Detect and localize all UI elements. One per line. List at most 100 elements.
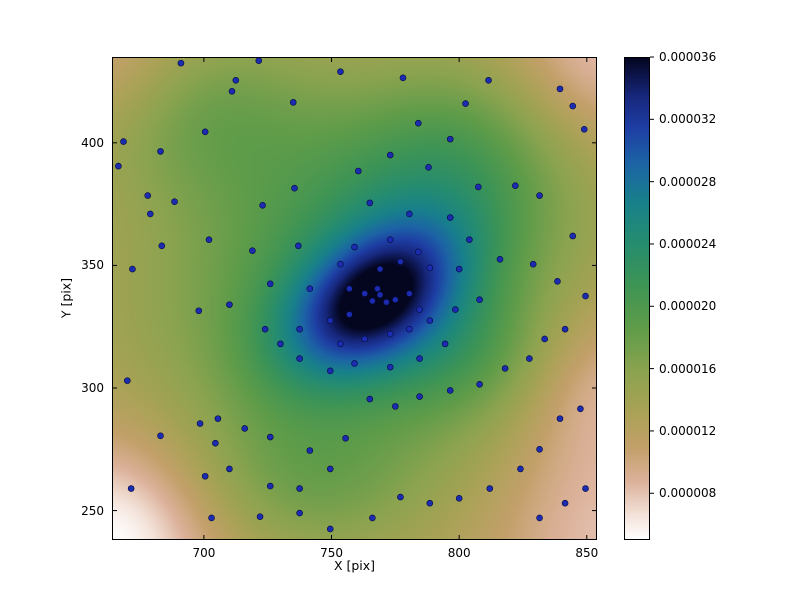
- scatter-point: [476, 296, 483, 304]
- scatter-point: [157, 148, 164, 155]
- scatter-point: [512, 182, 519, 190]
- scatter-point: [577, 405, 584, 413]
- scatter-point: [536, 192, 543, 199]
- scatter-point: [337, 340, 344, 348]
- scatter-point: [383, 298, 390, 306]
- scatter-point: [326, 317, 334, 324]
- scatter-point: [556, 415, 564, 422]
- scatter-point: [266, 433, 274, 441]
- scatter-point: [485, 76, 492, 84]
- density-heatmap: [112, 57, 597, 540]
- scatter-point: [425, 164, 432, 171]
- colorbar-tick-label: 0.000032: [659, 112, 717, 127]
- scatter-point: [446, 387, 454, 394]
- scatter-point: [361, 290, 369, 297]
- scatter-point: [196, 420, 204, 427]
- colorbar-tick-label: 0.000008: [659, 486, 717, 501]
- scatter-point: [346, 311, 353, 318]
- scatter-point: [466, 236, 473, 243]
- scatter-point: [261, 325, 269, 333]
- scatter-point: [446, 135, 454, 143]
- y-axis-label: Y [pix]: [58, 277, 74, 319]
- y-tick-label: 250: [81, 503, 104, 518]
- scatter-point: [351, 243, 358, 251]
- scatter-point: [541, 335, 548, 343]
- scatter-point: [144, 192, 152, 199]
- scatter-point: [346, 285, 353, 292]
- scatter-point: [115, 162, 122, 170]
- scatter-point: [399, 74, 407, 82]
- scatter-point: [526, 355, 533, 362]
- colorbar-tick-label: 0.000024: [659, 236, 717, 251]
- x-axis-label: X [pix]: [333, 558, 376, 573]
- scatter-point: [496, 255, 504, 263]
- scatter-point: [415, 248, 422, 256]
- scatter-point: [249, 247, 256, 254]
- scatter-point: [475, 183, 482, 191]
- scatter-point: [158, 242, 166, 250]
- scatter-point: [446, 214, 454, 221]
- scatter-point: [157, 432, 164, 440]
- colorbar-tick-label: 0.000028: [659, 174, 717, 189]
- scatter-point: [554, 278, 561, 285]
- scatter-point: [476, 381, 483, 388]
- scatter-point: [455, 495, 463, 502]
- scatter-point: [441, 340, 449, 348]
- scatter-point: [452, 306, 459, 313]
- scatter-point: [266, 482, 274, 490]
- scatter-point: [296, 355, 303, 362]
- scatter-point: [536, 514, 543, 522]
- scatter-point: [486, 485, 494, 492]
- scatter-point: [146, 210, 154, 218]
- scatter-point: [392, 403, 399, 410]
- scatter-point: [529, 260, 537, 268]
- scatter-point: [291, 184, 298, 192]
- scatter-point: [120, 138, 127, 145]
- axes-frame: [112, 57, 597, 540]
- scatter-point: [416, 306, 423, 313]
- scatter-point: [406, 325, 413, 333]
- scatter-point: [556, 85, 564, 93]
- scatter-point: [426, 317, 434, 324]
- scatter-point: [277, 340, 284, 348]
- x-tick-label: 800: [447, 546, 471, 560]
- scatter-point: [127, 485, 135, 492]
- scatter-point: [580, 126, 588, 133]
- scatter-point: [296, 509, 303, 517]
- scatter-point: [374, 285, 381, 292]
- scatter-point: [228, 88, 236, 95]
- scatter-point: [416, 393, 423, 400]
- scatter-point: [212, 439, 219, 447]
- scatter-point: [517, 465, 524, 473]
- scatter-point: [208, 514, 215, 522]
- scatter-point: [376, 265, 384, 273]
- scatter-point: [369, 514, 376, 522]
- scatter-point: [255, 57, 263, 64]
- scatter-point: [306, 285, 314, 292]
- scatter-point: [214, 415, 222, 422]
- scatter-point: [129, 265, 136, 273]
- scatter-point: [355, 167, 362, 175]
- scatter-point: [337, 68, 344, 76]
- colorbar: [624, 57, 650, 540]
- x-tick-label: 700: [192, 546, 216, 560]
- scatter-point: [337, 260, 344, 268]
- scatter-point: [397, 493, 404, 501]
- x-tick-label: 850: [575, 546, 599, 560]
- y-tick-label: 300: [81, 380, 104, 395]
- colorbar-frame: [624, 57, 650, 540]
- scatter-point: [289, 99, 297, 106]
- scatter-point: [326, 525, 334, 533]
- y-tick-label: 400: [81, 135, 104, 150]
- scatter-point: [426, 264, 434, 272]
- scatter-point: [124, 377, 131, 384]
- scatter-point: [501, 365, 509, 372]
- scatter-point: [455, 265, 463, 273]
- scatter-point: [266, 280, 274, 288]
- scatter-point: [406, 210, 413, 218]
- scatter-point: [536, 445, 543, 453]
- scatter-point: [306, 447, 314, 454]
- scatter-point: [259, 202, 266, 209]
- scatter-point: [201, 472, 209, 480]
